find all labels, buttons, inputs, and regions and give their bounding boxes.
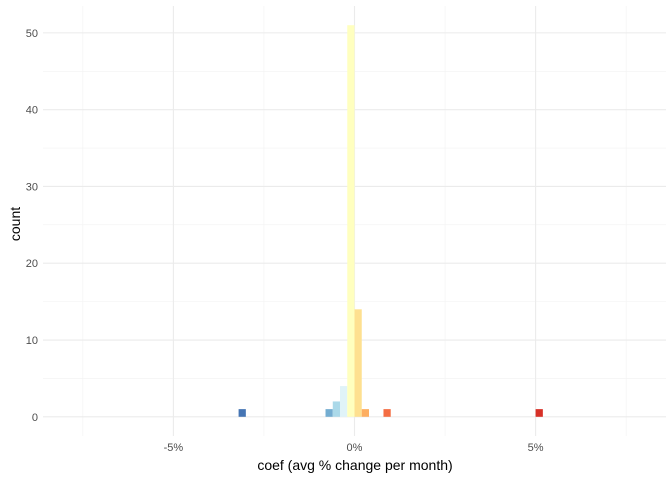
y-tick-label: 50 [26,28,38,40]
x-tick-label: 0% [347,442,363,454]
histogram-bar [361,409,369,417]
y-axis-tick-labels: 0 10 20 30 40 50 [26,28,38,424]
y-axis-title: count [7,207,23,241]
y-tick-label: 40 [26,105,38,117]
y-tick-label: 20 [26,258,38,270]
histogram-bar [238,409,246,417]
histogram-bars [238,25,543,417]
x-axis-title: coef (avg % change per month) [257,457,452,473]
histogram-bar [332,401,341,417]
x-tick-label: -5% [164,442,184,454]
y-tick-label: 0 [32,412,38,424]
histogram-bar [340,386,348,417]
histogram-bar [354,309,362,417]
histogram-bar [535,409,543,417]
x-axis-tick-labels: -5% 0% 5% [164,442,544,454]
y-tick-label: 10 [26,335,38,347]
histogram-bar [383,409,391,417]
y-tick-label: 30 [26,181,38,193]
x-tick-label: 5% [528,442,544,454]
histogram-bar [325,409,333,417]
histogram-bar [347,25,355,417]
